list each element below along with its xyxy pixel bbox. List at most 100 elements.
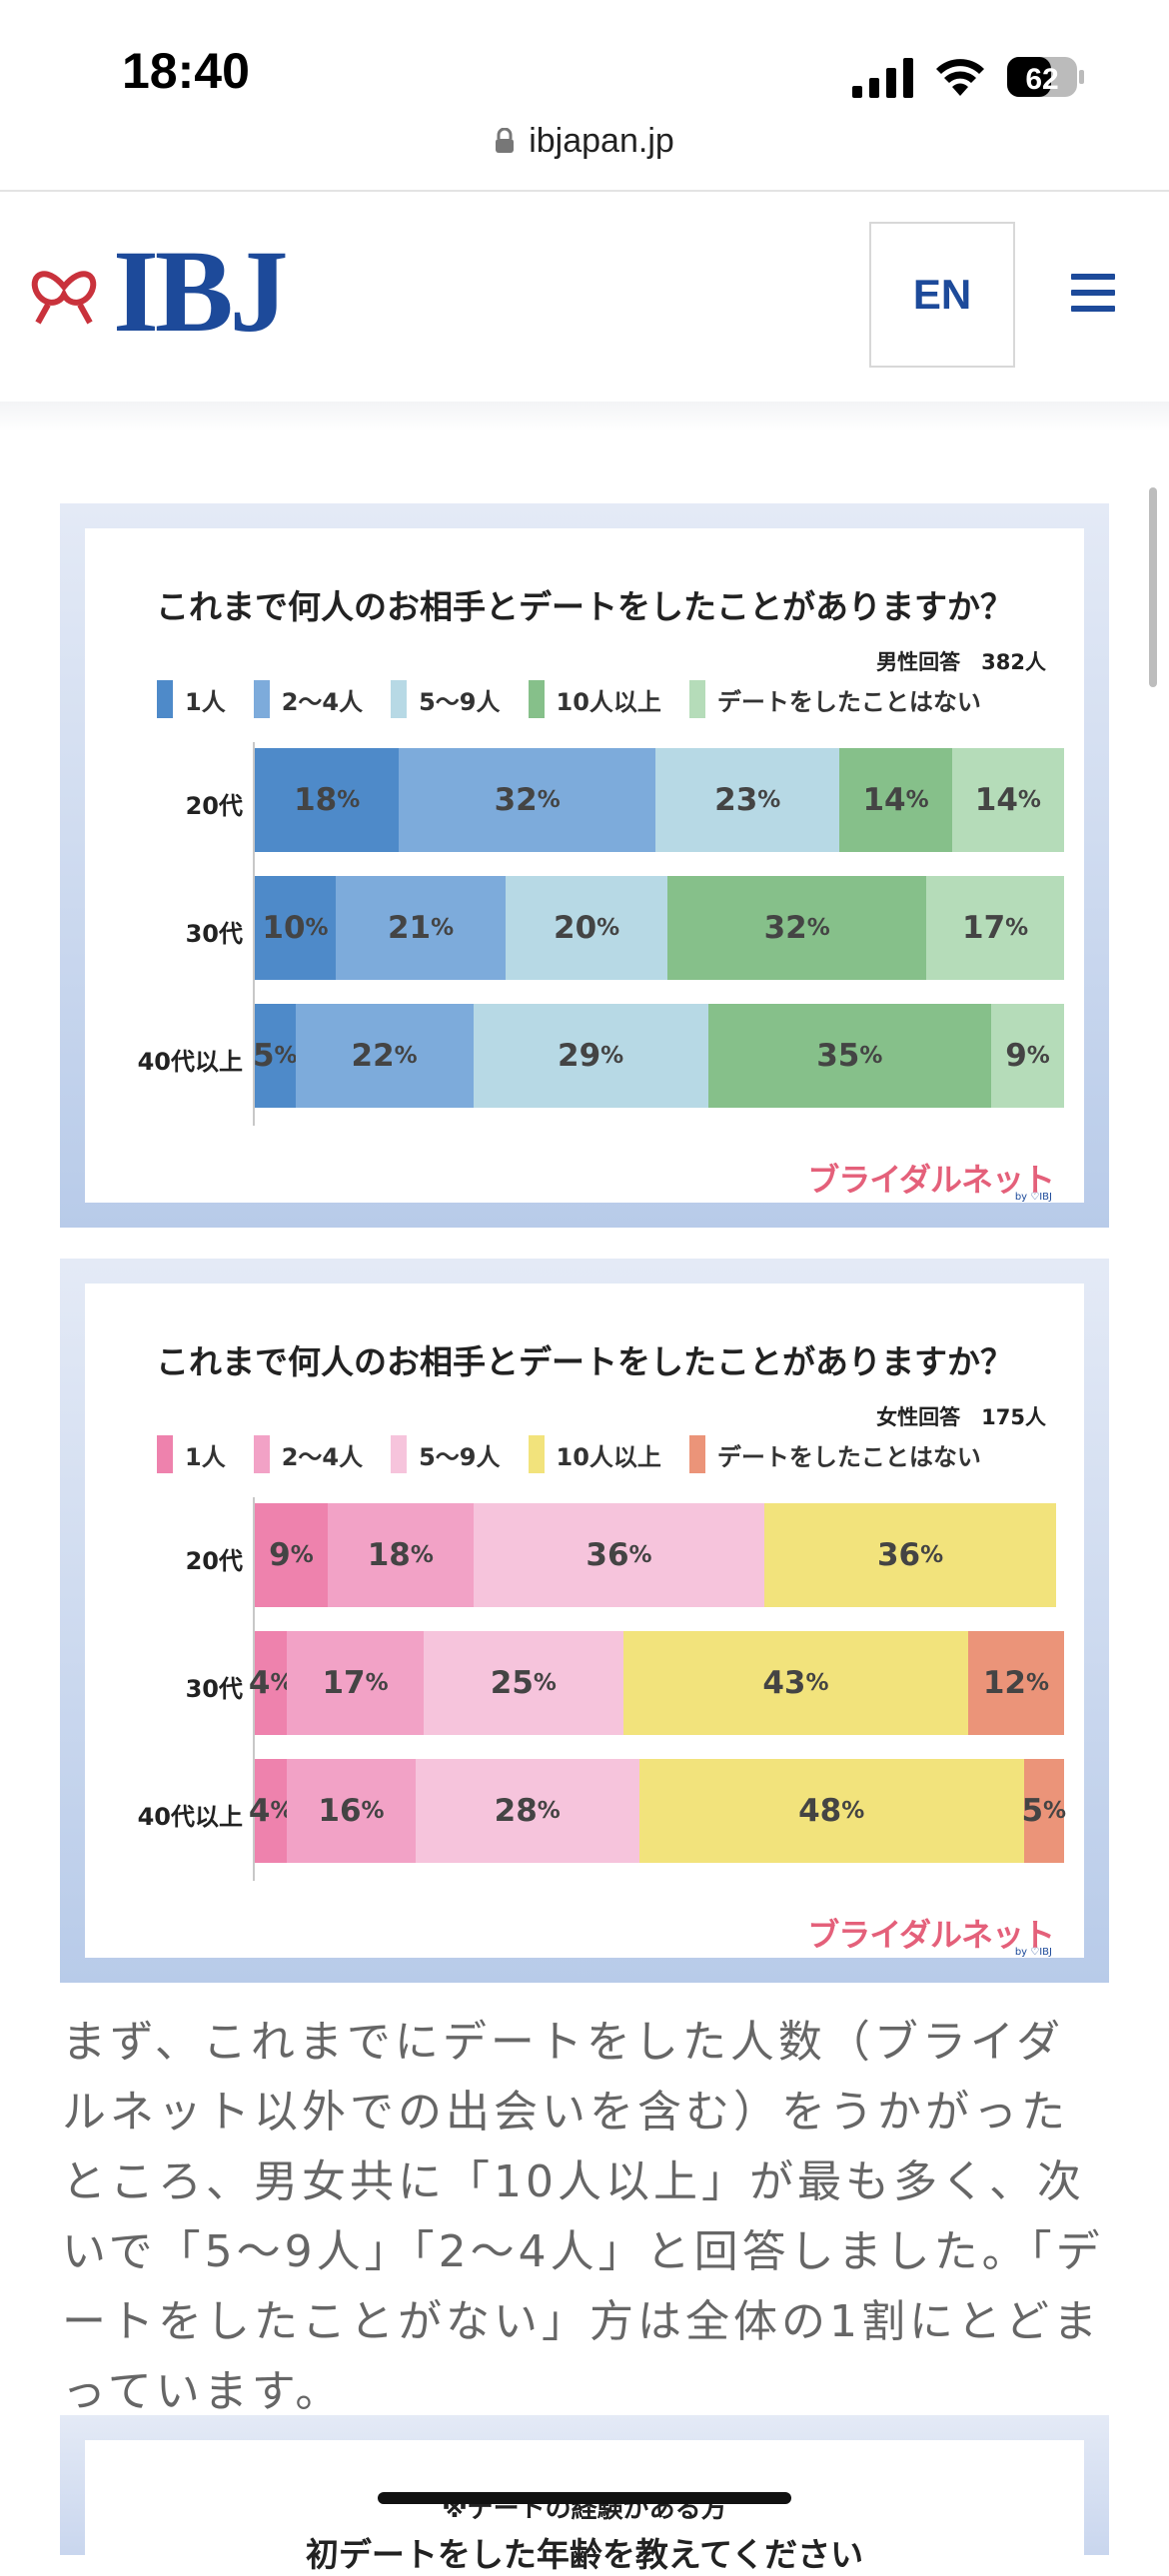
chart-legend: 1人 2～4人 5～9人 10人以上 デートをしたことはない — [157, 678, 1009, 720]
data-label-unit: % — [410, 1542, 434, 1568]
data-label: 16 — [318, 1793, 362, 1829]
legend-swatch — [391, 1435, 408, 1473]
data-label: 9 — [269, 1537, 291, 1573]
status-time: 18:40 — [122, 43, 250, 99]
chart-card: これまで何人のお相手とデートをしたことがありますか？ 女性回答 175人 1人 2… — [85, 1284, 1084, 1958]
bar-segment: 18% — [255, 748, 400, 852]
legend-item: デートをしたことはない — [688, 680, 981, 718]
brand-logo: ブライダルネット — [807, 1916, 1055, 1954]
bar-segment: 21% — [336, 876, 507, 980]
address-bar[interactable]: ibjapan.jp — [0, 122, 1169, 161]
category-axis-line — [253, 742, 255, 1126]
bar-segment: 29% — [473, 1004, 708, 1108]
legend-label: デートをしたことはない — [716, 1442, 981, 1471]
data-label-unit: % — [920, 1542, 944, 1568]
bar-segment: 18% — [327, 1503, 474, 1607]
bar-segment: 25% — [423, 1631, 624, 1735]
battery-level: 62 — [1025, 63, 1058, 96]
chart-panel-male: これまで何人のお相手とデートをしたことがありますか？ 男性回答 382人 1人 2… — [60, 503, 1109, 1228]
data-label-unit: % — [596, 915, 620, 941]
bar-segment: 16% — [287, 1759, 416, 1863]
page-scrollbar[interactable] — [1149, 487, 1157, 687]
bar-segment: 17% — [287, 1631, 424, 1735]
bar-segment: 48% — [638, 1759, 1024, 1863]
data-label-unit: % — [537, 787, 561, 813]
legend-swatch — [688, 1435, 705, 1473]
chart-title: 初デートをした年齢を教えてください — [305, 2535, 864, 2574]
data-label-unit: % — [533, 1670, 557, 1696]
stacked-bar: 18% 32% 23% 14% 14% — [255, 748, 1064, 852]
data-label: 17 — [322, 1665, 366, 1701]
legend-label: 1人 — [185, 1442, 226, 1471]
cellular-signal-icon — [852, 58, 913, 98]
category-label: 30代 — [185, 920, 243, 948]
legend-swatch — [253, 1435, 270, 1473]
bar-segment: 23% — [655, 748, 840, 852]
bar-segment: 14% — [951, 748, 1064, 852]
data-label-unit: % — [274, 1043, 298, 1069]
bar-segment: 32% — [399, 748, 655, 852]
chart-subtitle: 女性回答 175人 — [876, 1405, 1046, 1429]
brand-sub: by ♡IBJ — [1014, 1947, 1052, 1958]
url-text: ibjapan.jp — [529, 122, 674, 160]
data-label: 5 — [1021, 1793, 1044, 1829]
bar-segment: 10% — [255, 876, 336, 980]
data-label: 32 — [763, 910, 807, 946]
data-label: 20 — [554, 910, 597, 946]
data-label-unit: % — [1025, 1670, 1049, 1696]
bar-segment: 5% — [1021, 1759, 1066, 1863]
data-label-unit: % — [905, 787, 929, 813]
chart-subtitle: 男性回答 382人 — [876, 650, 1046, 674]
data-label-unit: % — [859, 1043, 883, 1069]
bar-segment: 32% — [667, 876, 927, 980]
data-label-unit: % — [537, 1798, 561, 1824]
legend-label: 10人以上 — [556, 1442, 661, 1471]
legend-label: 2～4人 — [281, 1442, 364, 1471]
bar-segment: 12% — [967, 1631, 1064, 1735]
bar-segment: 17% — [926, 876, 1064, 980]
category-axis-line — [253, 1497, 255, 1881]
data-label: 36 — [585, 1537, 629, 1573]
bar-segment: 36% — [473, 1503, 765, 1607]
bar-segment: 14% — [839, 748, 952, 852]
data-label: 48 — [798, 1793, 842, 1829]
chart-legend: 1人 2～4人 5～9人 10人以上 デートをしたことはない — [157, 1433, 1009, 1475]
lock-icon — [496, 128, 515, 153]
ibj-logo[interactable]: IBJ — [28, 233, 289, 351]
category-label: 40代以上 — [137, 1048, 243, 1076]
language-en-button[interactable]: EN — [869, 222, 1015, 368]
heart-logo-icon — [31, 271, 97, 325]
status-divider — [0, 190, 1169, 192]
data-label: 17 — [962, 910, 1006, 946]
data-label: 32 — [494, 782, 538, 818]
stacked-bar: 4% 16% 28% 48% 5% — [249, 1759, 1066, 1863]
data-label: 4 — [248, 1793, 271, 1829]
wifi-icon — [936, 59, 984, 96]
legend-swatch — [528, 1435, 545, 1473]
chart-card: これまで何人のお相手とデートをしたことがありますか？ 男性回答 382人 1人 2… — [85, 528, 1084, 1203]
data-label: 36 — [876, 1537, 921, 1573]
data-label-unit: % — [394, 1043, 418, 1069]
data-label-unit: % — [1005, 915, 1029, 941]
data-label: 18 — [367, 1537, 411, 1573]
legend-swatch — [157, 1435, 173, 1473]
legend-swatch — [528, 680, 545, 718]
hamburger-menu-icon[interactable] — [1071, 274, 1115, 314]
data-label: 14 — [862, 782, 906, 818]
bar-segment: 9% — [991, 1004, 1064, 1108]
data-label: 25 — [490, 1665, 534, 1701]
legend-item: 10人以上 — [528, 1435, 661, 1473]
data-label: 18 — [294, 782, 338, 818]
logo-text: IBJ — [113, 226, 289, 357]
legend-swatch — [157, 680, 173, 718]
stacked-bar: 10% 21% 20% 32% 17% — [255, 876, 1064, 980]
legend-item: デートをしたことはない — [688, 1435, 981, 1473]
data-label-unit: % — [431, 915, 455, 941]
data-label: 9 — [1005, 1038, 1027, 1074]
data-label: 35 — [816, 1038, 860, 1074]
home-indicator — [378, 2492, 791, 2504]
data-label-unit: % — [1017, 787, 1041, 813]
legend-label: デートをしたことはない — [716, 687, 981, 716]
data-label-unit: % — [628, 1542, 652, 1568]
bar-segment: 22% — [295, 1004, 474, 1108]
